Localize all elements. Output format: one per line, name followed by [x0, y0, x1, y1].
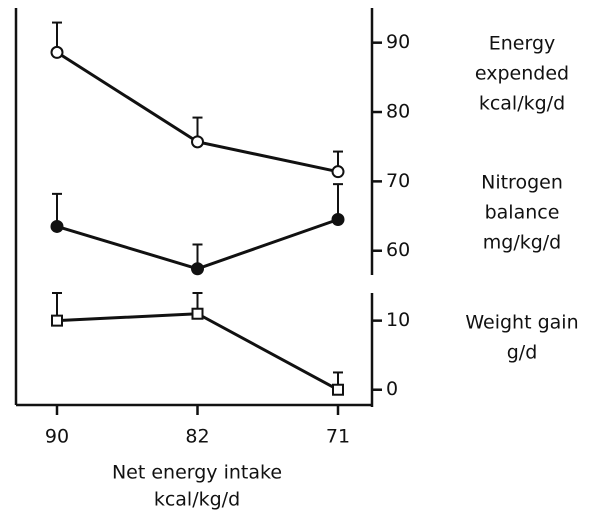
series-label: mg/kg/d — [483, 232, 562, 254]
x-axis-label: kcal/kg/d — [154, 489, 240, 511]
x-axis-label: Net energy intake — [112, 462, 282, 484]
marker — [191, 262, 204, 276]
y-tick-label: 80 — [386, 101, 410, 123]
marker — [191, 135, 204, 149]
series-label: Nitrogen — [481, 172, 563, 194]
x-tick-label: 82 — [185, 426, 209, 448]
series-label: balance — [485, 202, 560, 224]
series-label: expended — [475, 63, 569, 85]
y-tick-label: 10 — [386, 309, 410, 331]
marker — [332, 383, 344, 396]
series-label: g/d — [507, 342, 538, 364]
y-tick-label: 60 — [386, 239, 410, 261]
y-tick-label: 70 — [386, 170, 410, 192]
y-tick-label: 90 — [386, 31, 410, 53]
x-tick-label: 90 — [45, 426, 69, 448]
marker — [331, 213, 345, 227]
y-tick-label: 0 — [386, 378, 398, 400]
x-tick-label: 71 — [326, 426, 350, 448]
marker — [51, 314, 63, 327]
marker — [50, 45, 64, 59]
series-label: kcal/kg/d — [479, 93, 565, 115]
series-label: Weight gain — [465, 312, 578, 334]
series-label: Energy — [489, 33, 556, 55]
series-line — [56, 51, 339, 174]
marker — [331, 165, 345, 179]
marker — [191, 307, 204, 320]
series-line — [56, 312, 339, 392]
marker — [50, 219, 64, 233]
